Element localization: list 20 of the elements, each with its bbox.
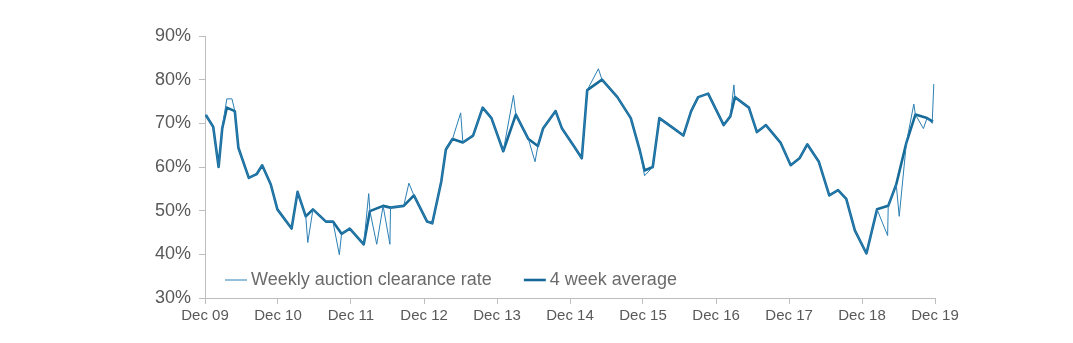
y-tick-label: 60% <box>155 155 192 176</box>
x-tick-label: Dec 11 <box>327 306 375 324</box>
y-tick-label: 90% <box>155 24 192 45</box>
x-tick-label: Dec 14 <box>546 306 594 324</box>
x-tick-label: Dec 12 <box>400 306 448 324</box>
x-tick-label: Dec 18 <box>838 306 886 324</box>
y-tick-label: 30% <box>155 286 192 307</box>
legend-label: 4 week average <box>549 268 677 289</box>
y-tick-label: 50% <box>155 199 192 220</box>
x-tick-label: Dec 16 <box>692 306 740 324</box>
x-tick-label: Dec 19 <box>911 306 959 324</box>
y-tick-label: 70% <box>155 112 192 133</box>
x-tick-label: Dec 13 <box>473 306 521 324</box>
x-tick-label: Dec 15 <box>619 306 667 324</box>
x-tick-label: Dec 10 <box>254 306 302 324</box>
legend-label: Weekly auction clearance rate <box>251 268 492 289</box>
x-tick-label: Dec 09 <box>181 306 229 324</box>
x-tick-label: Dec 17 <box>765 306 813 324</box>
y-tick-label: 80% <box>155 68 192 89</box>
y-tick-label: 40% <box>155 243 192 264</box>
